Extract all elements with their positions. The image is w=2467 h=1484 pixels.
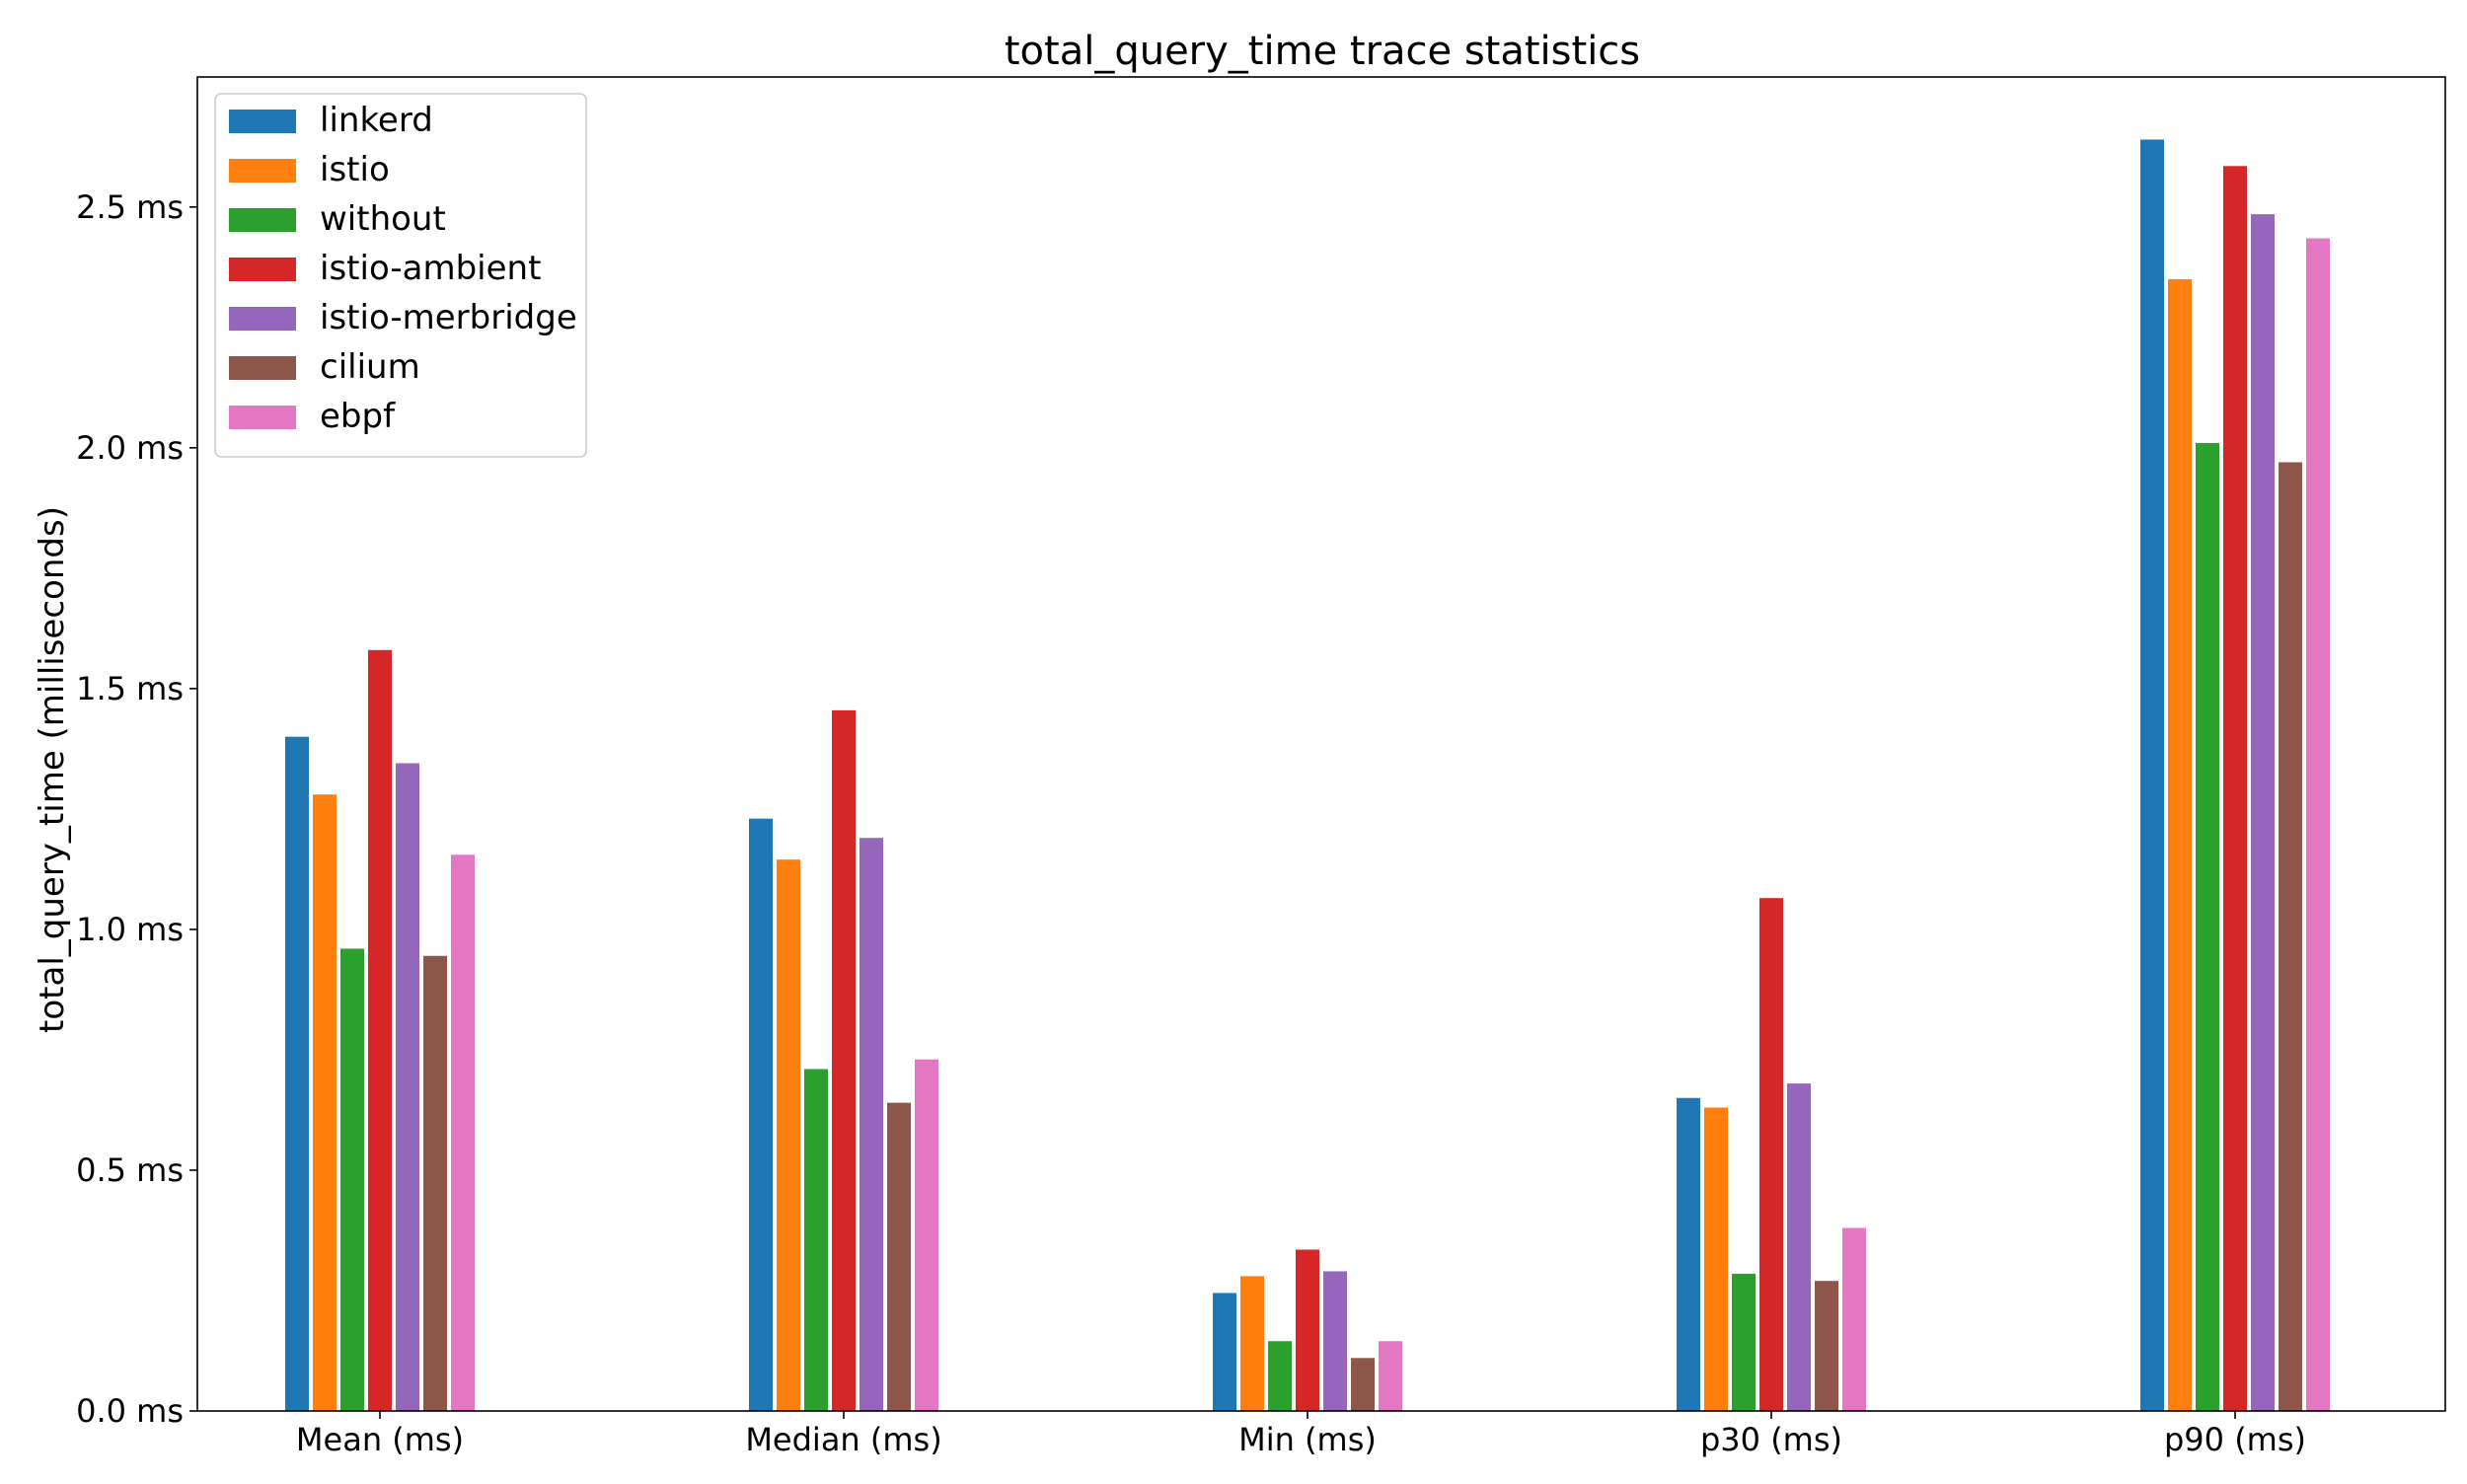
bar-cilium-4 [2279, 462, 2302, 1411]
bar-cilium-1 [887, 1102, 911, 1411]
legend-label: linkerd [320, 101, 433, 140]
bar-istio-merbridge-4 [2251, 214, 2275, 1411]
legend-swatch [229, 110, 296, 133]
x-tick-label: Mean (ms) [296, 1421, 464, 1458]
bar-istio-2 [1240, 1276, 1264, 1411]
bar-linkerd-4 [2140, 139, 2164, 1411]
bar-istio-3 [1704, 1107, 1728, 1411]
bar-cilium-2 [1351, 1358, 1375, 1411]
bar-istio-0 [313, 794, 336, 1411]
bar-ebpf-3 [1842, 1227, 1866, 1411]
y-tick-label: 0.0 ms [76, 1392, 184, 1430]
legend-label: without [320, 199, 446, 239]
legend-swatch [229, 159, 296, 183]
y-tick-label: 0.5 ms [76, 1151, 184, 1189]
legend-label: istio-ambient [320, 249, 541, 288]
bar-istio-ambient-3 [1759, 898, 1783, 1411]
bar-cilium-3 [1815, 1281, 1838, 1411]
legend-swatch [229, 406, 296, 429]
legend-swatch [229, 208, 296, 232]
bar-linkerd-1 [749, 818, 773, 1411]
legend-swatch [229, 356, 296, 380]
y-axis-label: total_query_time (milliseconds) [33, 506, 72, 1033]
x-tick-label: p30 (ms) [1700, 1421, 1842, 1458]
bar-istio-merbridge-3 [1787, 1083, 1811, 1411]
bar-without-3 [1732, 1273, 1756, 1411]
y-tick-label: 1.5 ms [76, 670, 184, 707]
x-tick-label: Median (ms) [745, 1421, 941, 1458]
bar-ebpf-1 [915, 1059, 938, 1411]
bar-istio-merbridge-0 [396, 763, 419, 1411]
y-tick-label: 1.0 ms [76, 911, 184, 948]
bar-without-2 [1268, 1341, 1292, 1411]
bar-istio-merbridge-1 [860, 838, 883, 1411]
bar-ebpf-0 [451, 854, 475, 1411]
chart-title: total_query_time trace statistics [1005, 29, 1640, 74]
bar-istio-1 [777, 859, 800, 1411]
bar-istio-ambient-0 [368, 649, 392, 1411]
legend-label: ebpf [320, 397, 396, 436]
bar-ebpf-4 [2306, 238, 2330, 1411]
bar-cilium-0 [423, 955, 447, 1411]
bar-istio-merbridge-2 [1323, 1271, 1347, 1411]
legend-swatch [229, 258, 296, 281]
bar-istio-ambient-4 [2223, 166, 2247, 1412]
bar-istio-ambient-1 [832, 709, 856, 1411]
bar-ebpf-2 [1379, 1341, 1402, 1411]
bar-linkerd-0 [285, 736, 309, 1411]
y-tick-label: 2.0 ms [76, 429, 184, 467]
legend-label: cilium [320, 347, 420, 387]
bar-linkerd-2 [1213, 1293, 1236, 1411]
bar-without-1 [804, 1069, 828, 1411]
legend-box [214, 93, 587, 458]
x-tick-label: Min (ms) [1238, 1421, 1377, 1458]
plot-frame [196, 76, 2446, 1412]
legend-label: istio [320, 150, 390, 189]
bar-without-4 [2196, 442, 2219, 1411]
bar-without-0 [340, 948, 364, 1411]
legend-label: istio-merbridge [320, 298, 577, 337]
bar-linkerd-3 [1677, 1097, 1700, 1411]
bar-istio-4 [2168, 278, 2192, 1412]
legend-swatch [229, 307, 296, 331]
x-tick-label: p90 (ms) [2164, 1421, 2306, 1458]
y-tick-label: 2.5 ms [76, 188, 184, 226]
bar-istio-ambient-2 [1296, 1249, 1319, 1411]
